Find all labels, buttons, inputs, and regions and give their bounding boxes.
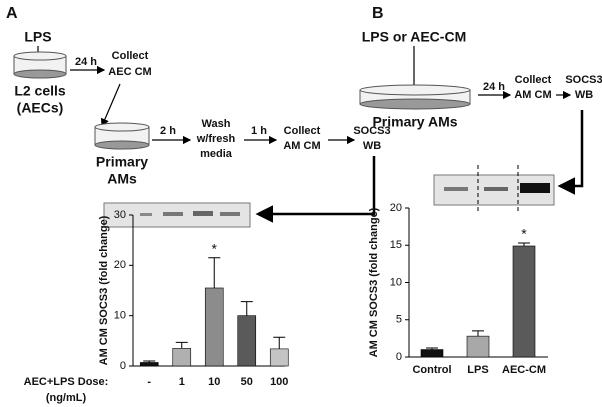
step: media — [200, 148, 233, 160]
dish — [13, 51, 67, 79]
annotation: * — [212, 240, 218, 256]
error-bar — [175, 341, 188, 349]
error-bar — [518, 242, 530, 246]
y-axis-label: AM CM SOCS3 (fold change) — [368, 207, 380, 357]
step: Wash — [202, 118, 231, 130]
y-tick-label: 20 — [390, 202, 402, 214]
step: Collect — [112, 50, 149, 62]
cells: (AECs) — [17, 100, 64, 116]
step: AM CM — [514, 89, 551, 101]
time: 24 h — [483, 81, 505, 93]
y-tick-label: 5 — [396, 314, 402, 326]
y-tick-label: 10 — [114, 310, 126, 322]
step: w/fresh — [196, 133, 236, 145]
y-tick-label: 0 — [396, 351, 402, 363]
bar — [512, 245, 536, 358]
western-blot — [433, 165, 555, 212]
error-bar — [472, 330, 484, 337]
bar — [139, 362, 159, 367]
bar — [172, 348, 192, 367]
x-tick-label: AEC-CM — [502, 364, 546, 376]
step: Collect — [284, 125, 321, 137]
step: AM CM — [283, 140, 320, 152]
y-tick-label: 30 — [114, 209, 126, 221]
y-axis-label: AM CM SOCS3 (fold change) — [98, 215, 110, 365]
error-bar — [143, 360, 156, 363]
error-bar — [426, 347, 438, 350]
panel-label: A — [6, 5, 18, 22]
x-tick-label: 10 — [208, 376, 220, 388]
x-tick-label: Control — [412, 364, 451, 376]
step: Collect — [515, 74, 552, 86]
panel-label: B — [372, 5, 384, 22]
step: WB — [363, 140, 381, 152]
bar — [204, 287, 224, 367]
y-tick-label: 0 — [120, 360, 126, 372]
y-tick-label: 10 — [390, 276, 402, 288]
x-tick-label: 50 — [241, 376, 253, 388]
time: 24 h — [75, 56, 97, 68]
bar — [420, 349, 444, 358]
x-tick-label: 100 — [270, 376, 288, 388]
bar — [466, 335, 490, 358]
annotation: * — [521, 226, 527, 242]
x-axis-label: (ng/mL) — [46, 392, 87, 404]
arrow — [100, 83, 121, 128]
step: SOCS3 — [565, 74, 602, 86]
western-blot — [103, 202, 251, 228]
arrow — [255, 156, 376, 223]
step: SOCS3 — [353, 125, 390, 137]
x-tick-label: - — [147, 376, 151, 388]
treatment: LPS — [24, 29, 51, 45]
error-bar — [240, 301, 253, 316]
y-tick-label: 20 — [114, 259, 126, 271]
cells: L2 cells — [14, 83, 66, 99]
time: 1 h — [251, 125, 267, 137]
x-tick-label: LPS — [467, 364, 488, 376]
bar — [269, 348, 289, 367]
dish — [94, 122, 150, 150]
cells: Primary AMs — [372, 114, 457, 130]
time: 2 h — [160, 125, 176, 137]
treatment: LPS or AEC-CM — [362, 29, 466, 45]
error-bar — [208, 257, 221, 288]
x-tick-label: 1 — [179, 376, 185, 388]
error-bar — [273, 336, 286, 349]
step: WB — [575, 89, 593, 101]
step: AEC CM — [108, 66, 151, 78]
cells: Primary — [96, 154, 148, 170]
x-axis-label: AEC+LPS Dose: — [24, 376, 109, 388]
bar — [237, 315, 257, 367]
cells: AMs — [107, 171, 137, 187]
y-tick-label: 15 — [390, 239, 402, 251]
dish — [359, 84, 471, 110]
arrow — [557, 110, 584, 195]
